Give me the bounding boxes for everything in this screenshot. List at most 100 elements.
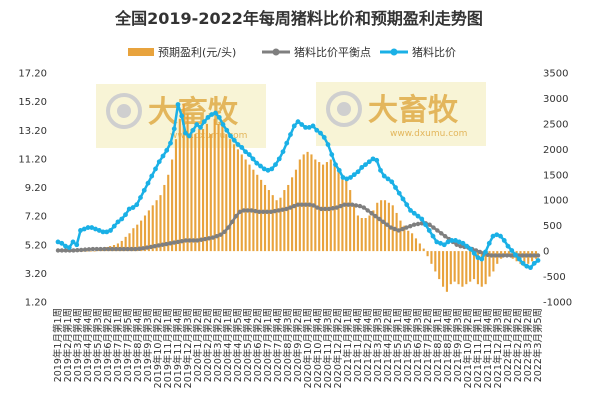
- profit-bar: [229, 139, 232, 252]
- profit-bar: [360, 218, 363, 252]
- legend: 预期盈利(元/头) 猪料比价平衡点 猪料比价: [128, 45, 456, 59]
- profit-bar: [372, 210, 375, 252]
- ratio-point: [254, 160, 260, 166]
- ratio-point: [280, 149, 286, 155]
- profit-bar: [85, 251, 88, 252]
- profit-bar: [352, 205, 356, 252]
- breakeven-point: [156, 243, 161, 248]
- breakeven-point: [171, 240, 177, 245]
- x-tick-label: 2019年2月第1周: [62, 308, 74, 382]
- profit-bar: [151, 205, 154, 252]
- profit-bar: [337, 169, 340, 252]
- profit-bar: [368, 215, 371, 252]
- profit-bar: [128, 233, 131, 252]
- ratio-point: [468, 246, 473, 252]
- profit-bar: [523, 251, 526, 267]
- profit-bar: [248, 164, 251, 252]
- profit-bar: [430, 251, 433, 264]
- x-tick-label: 2020年6月第2周: [252, 308, 264, 382]
- breakeven-point: [408, 223, 413, 229]
- ratio-point: [250, 156, 256, 162]
- profit-bar: [291, 177, 294, 252]
- ratio-point: [209, 112, 215, 117]
- x-tick-label: 2022年1月第2周: [502, 308, 514, 382]
- breakeven-point: [133, 246, 138, 252]
- x-tick-label: 2020年2月第2周: [202, 308, 214, 382]
- profit-bar: [356, 215, 359, 252]
- breakeven-point: [237, 209, 243, 215]
- y-axis-left: 1.20 3.20 5.20 7.20 9.20 11.20 13.20 15.20 17.20: [18, 69, 47, 309]
- ratio-point: [205, 114, 211, 120]
- profit-bar: [263, 184, 267, 252]
- breakeven-point: [404, 225, 409, 230]
- breakeven-point: [179, 238, 185, 244]
- ratio-point: [201, 119, 207, 125]
- ratio-point: [291, 123, 297, 129]
- y-axis-right: -1000 -500 0 500 1000 1500 2000 2500 3000 3500: [543, 69, 572, 309]
- breakeven-point: [113, 246, 119, 252]
- ratio-point: [216, 114, 222, 120]
- ratio-point: [220, 122, 226, 127]
- profit-bar: [442, 251, 445, 287]
- breakeven-point: [396, 228, 401, 233]
- ratio-point: [130, 205, 136, 210]
- y-right-tick-label: 500: [543, 221, 562, 232]
- ratio-point: [66, 245, 72, 251]
- profit-bar: [399, 220, 402, 252]
- ratio-point: [359, 165, 365, 170]
- breakeven-point: [288, 205, 293, 210]
- profit-bar: [329, 159, 332, 252]
- ratio-point: [456, 239, 462, 245]
- ratio-point: [175, 102, 181, 107]
- ratio-point: [389, 179, 395, 185]
- breakeven-point: [272, 208, 277, 214]
- x-tick-label: 2019年7月第1周: [112, 308, 124, 382]
- ratio-point: [261, 166, 267, 172]
- breakeven-point: [59, 248, 65, 253]
- ratio-point: [498, 233, 503, 239]
- ratio-point: [224, 127, 230, 133]
- profit-bar: [527, 251, 530, 264]
- x-tick-label: 2020年11月第3周: [322, 308, 334, 388]
- profit-bar: [232, 144, 236, 252]
- breakeven-point: [125, 246, 130, 252]
- breakeven-point: [303, 202, 308, 207]
- ratio-point: [381, 173, 387, 179]
- profit-bar: [205, 123, 208, 252]
- y-left-tick-label: 15.20: [18, 97, 47, 108]
- ratio-point: [449, 238, 455, 243]
- ratio-point: [501, 238, 507, 243]
- breakeven-point: [195, 238, 200, 243]
- ratio-point: [333, 162, 338, 168]
- ratio-point: [321, 135, 327, 140]
- breakeven-point: [299, 202, 305, 207]
- profit-bar: [213, 118, 216, 252]
- ratio-point: [400, 196, 406, 202]
- breakeven-point: [75, 247, 80, 253]
- y-right-tick-label: -1000: [543, 298, 572, 309]
- profit-bar: [182, 103, 185, 252]
- breakeven-point: [218, 232, 223, 237]
- breakeven-point: [63, 248, 68, 253]
- breakeven-point: [79, 247, 84, 253]
- profit-bar: [453, 251, 456, 282]
- breakeven-point: [129, 246, 134, 252]
- breakeven-point: [121, 246, 127, 252]
- breakeven-point: [326, 206, 332, 212]
- y-left-tick-label: 7.20: [25, 212, 47, 223]
- ratio-point: [434, 239, 440, 245]
- breakeven-point: [202, 236, 208, 242]
- y-right-tick-label: 3500: [543, 69, 568, 80]
- profit-bar: [140, 220, 143, 252]
- ratio-point: [141, 187, 147, 193]
- breakeven-point: [276, 208, 281, 213]
- breakeven-point: [442, 233, 448, 239]
- ratio-point: [505, 243, 511, 249]
- x-tick-label: 2021年2月第4周: [362, 308, 374, 382]
- breakeven-point: [489, 253, 494, 258]
- x-tick-label: 2019年10月第2周: [152, 308, 164, 388]
- profit-bar: [283, 190, 286, 252]
- profit-bar: [445, 251, 448, 292]
- y-right-tick-label: 3000: [543, 94, 568, 105]
